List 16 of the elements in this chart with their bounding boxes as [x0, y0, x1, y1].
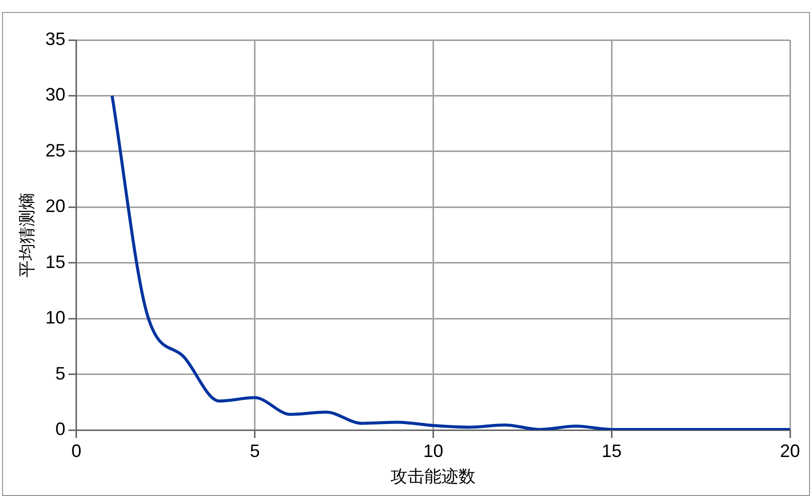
- y-tick-label: 10: [45, 308, 66, 328]
- x-tick-label: 0: [71, 440, 82, 461]
- line-series: [110, 94, 790, 430]
- y-tick-label: 20: [45, 196, 66, 216]
- y-tick-label: 15: [45, 252, 66, 272]
- y-tick-label: 25: [45, 140, 66, 160]
- x-tick-label: 5: [250, 440, 260, 461]
- y-tick-label: 0: [55, 418, 66, 439]
- y-axis-title: 平均猜测熵: [18, 192, 38, 278]
- y-tick-label: 30: [45, 84, 66, 105]
- y-tick-label: 5: [55, 363, 66, 384]
- x-tick-label: 20: [780, 440, 800, 461]
- x-tick-label: 10: [423, 440, 444, 461]
- x-tick-label: 15: [602, 440, 622, 461]
- x-axis-title: 攻击能迹数: [390, 467, 476, 488]
- y-tick-label: 35: [45, 28, 66, 49]
